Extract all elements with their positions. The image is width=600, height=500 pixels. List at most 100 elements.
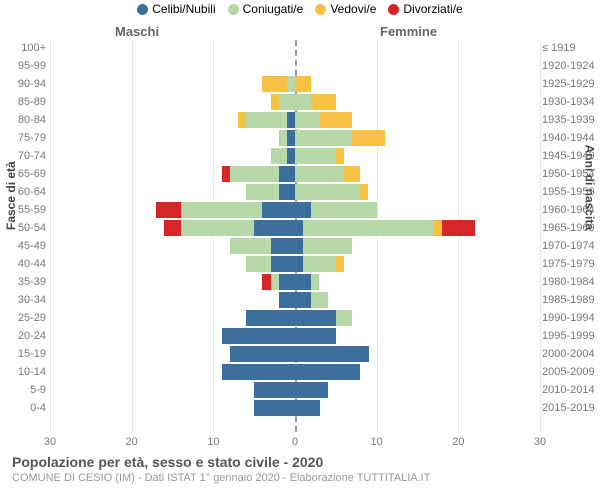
legend-swatch-icon [315, 4, 326, 15]
x-tick-label: 10 [207, 436, 219, 448]
bar-female-cel [295, 346, 369, 362]
birth-year-label: 1945-1949 [542, 150, 596, 162]
legend-item-vedovi: Vedovi/e [315, 2, 376, 16]
bar-male-cel [279, 184, 295, 200]
bar-male-con [181, 202, 263, 218]
birth-year-label: 1925-1929 [542, 78, 596, 90]
bar-female-cel [295, 292, 311, 308]
birth-year-label: 1995-1999 [542, 330, 596, 342]
bar-male-cel [246, 310, 295, 326]
age-row: 55-591960-1964 [50, 202, 540, 218]
bar-male-con [246, 184, 279, 200]
bar-female-ved [434, 220, 442, 236]
bar-male-con [279, 130, 287, 146]
bar-male-cel [262, 202, 295, 218]
bar-female-con [336, 310, 352, 326]
birth-year-label: 1940-1944 [542, 132, 596, 144]
age-label: 80-84 [6, 114, 46, 126]
bar-female-cel [295, 238, 303, 254]
age-label: 40-44 [6, 258, 46, 270]
age-label: 70-74 [6, 150, 46, 162]
bar-male-div [262, 274, 270, 290]
bar-male-cel [271, 256, 296, 272]
bar-male-con [271, 148, 287, 164]
x-tick-label: 20 [452, 436, 464, 448]
age-row: 65-691950-1954 [50, 166, 540, 182]
bar-male-div [222, 166, 230, 182]
bar-male-ved [262, 76, 287, 92]
age-label: 25-29 [6, 312, 46, 324]
age-row: 95-991920-1924 [50, 58, 540, 74]
age-row: 45-491970-1974 [50, 238, 540, 254]
bar-female-con [311, 202, 376, 218]
birth-year-label: 2015-2019 [542, 402, 596, 414]
chart-subtitle: COMUNE DI CESIO (IM) - Dati ISTAT 1° gen… [12, 472, 430, 484]
bar-male-cel [254, 382, 295, 398]
pyramid-chart: 3020100102030100+≤ 191995-991920-192490-… [50, 40, 540, 432]
age-row: 70-741945-1949 [50, 148, 540, 164]
birth-year-label: 1920-1924 [542, 60, 596, 72]
age-row: 25-291990-1994 [50, 310, 540, 326]
age-label: 35-39 [6, 276, 46, 288]
bar-female-ved [295, 76, 311, 92]
legend-label: Coniugati/e [243, 2, 304, 16]
birth-year-label: 1980-1984 [542, 276, 596, 288]
bar-male-ved [271, 94, 279, 110]
bar-male-div [156, 202, 181, 218]
bar-female-cel [295, 310, 336, 326]
x-tick-label: 30 [534, 436, 546, 448]
bar-female-cel [295, 202, 311, 218]
chart-container: Celibi/Nubili Coniugati/e Vedovi/e Divorzia… [0, 0, 600, 500]
age-row: 35-391980-1984 [50, 274, 540, 290]
bar-male-cel [271, 238, 296, 254]
age-row: 85-891930-1934 [50, 94, 540, 110]
legend-label: Celibi/Nubili [152, 2, 215, 16]
age-row: 15-192000-2004 [50, 346, 540, 362]
birth-year-label: 1965-1969 [542, 222, 596, 234]
age-row: 10-142005-2009 [50, 364, 540, 380]
age-label: 5-9 [6, 384, 46, 396]
birth-year-label: 1930-1934 [542, 96, 596, 108]
age-label: 0-4 [6, 402, 46, 414]
age-row: 5-92010-2014 [50, 382, 540, 398]
birth-year-label: 1975-1979 [542, 258, 596, 270]
bar-male-cel [254, 400, 295, 416]
age-label: 60-64 [6, 186, 46, 198]
x-tick-label: 0 [292, 436, 298, 448]
bar-male-con [230, 166, 279, 182]
x-tick-label: 20 [126, 436, 138, 448]
age-row: 60-641955-1959 [50, 184, 540, 200]
legend-swatch-icon [228, 4, 239, 15]
bar-male-cel [287, 148, 295, 164]
birth-year-label: ≤ 1919 [542, 42, 596, 54]
bar-female-cel [295, 256, 303, 272]
age-label: 45-49 [6, 240, 46, 252]
bar-male-cel [230, 346, 295, 362]
legend: Celibi/Nubili Coniugati/e Vedovi/e Divorzia… [0, 2, 600, 18]
bar-female-con [303, 238, 352, 254]
bar-female-ved [320, 112, 353, 128]
bar-female-cel [295, 400, 320, 416]
age-label: 75-79 [6, 132, 46, 144]
birth-year-label: 1955-1959 [542, 186, 596, 198]
legend-item-divorziati: Divorziati/e [388, 2, 462, 16]
bar-male-cel [279, 274, 295, 290]
bar-male-cel [287, 112, 295, 128]
bar-female-con [295, 184, 360, 200]
bar-female-con [295, 148, 336, 164]
bar-male-con [287, 76, 295, 92]
age-label: 65-69 [6, 168, 46, 180]
legend-swatch-icon [137, 4, 148, 15]
bar-female-ved [336, 256, 344, 272]
age-row: 75-791940-1944 [50, 130, 540, 146]
bar-female-ved [352, 130, 385, 146]
bar-female-cel [295, 382, 328, 398]
legend-label: Divorziati/e [403, 2, 462, 16]
bar-female-con [311, 292, 327, 308]
age-label: 50-54 [6, 222, 46, 234]
bar-male-cel [279, 292, 295, 308]
bar-female-con [295, 112, 320, 128]
birth-year-label: 1950-1954 [542, 168, 596, 180]
bar-male-con [246, 256, 271, 272]
age-label: 15-19 [6, 348, 46, 360]
